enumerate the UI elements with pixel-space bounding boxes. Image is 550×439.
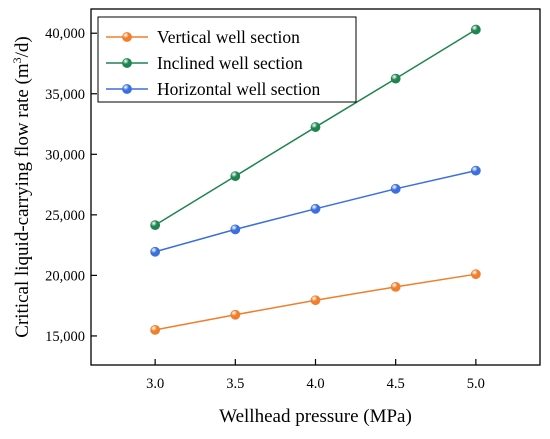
legend-entry: Vertical well section: [106, 27, 300, 47]
data-point: [310, 122, 321, 132]
plot-frame: [90, 8, 541, 366]
y-axis-ticks: 15,000 20,000 25,000 30,000 35,000 40,000: [45, 26, 97, 345]
y-tick-label: 35,000: [45, 87, 85, 103]
legend-marker: [122, 58, 132, 68]
x-axis-title: Wellhead pressure (MPa): [219, 406, 412, 427]
legend-label: Vertical well section: [157, 27, 300, 47]
data-point: [390, 73, 401, 84]
legend-box: [97, 16, 357, 103]
series-inclined-well-section: [150, 24, 481, 231]
legend-marker: [122, 32, 132, 42]
data-point: [390, 281, 401, 292]
data-point: [470, 165, 481, 176]
legend-label: Horizontal well section: [157, 79, 321, 99]
y-axis-title: Critical liquid-carrying flow rate (m3/d…: [10, 36, 33, 337]
series-layer: [150, 24, 481, 335]
data-point: [150, 246, 161, 257]
y-axis-title-main: Critical liquid-carrying flow rate (m: [12, 63, 33, 338]
data-point: [230, 171, 241, 182]
y-tick-label: 40,000: [45, 26, 85, 42]
y-tick-label: 15,000: [45, 329, 85, 345]
data-point: [310, 295, 321, 306]
data-point: [150, 220, 161, 231]
series-horizontal-well-section: [150, 165, 481, 257]
data-point: [150, 324, 161, 335]
x-tick-label: 3.0: [146, 376, 164, 392]
legend-marker: [122, 84, 132, 94]
x-axis-ticks: 3.0 3.5 4.0 4.5 5.0: [146, 359, 485, 392]
x-tick-label: 3.5: [226, 376, 244, 392]
data-point: [470, 24, 481, 35]
x-tick-label: 4.0: [306, 376, 324, 392]
legend: Vertical well section Inclined well secti…: [97, 16, 357, 103]
data-point: [470, 269, 481, 280]
data-point: [310, 203, 321, 214]
y-tick-label: 30,000: [45, 147, 85, 163]
legend-label: Inclined well section: [157, 53, 303, 73]
legend-entry: Horizontal well section: [106, 79, 321, 99]
data-point: [230, 224, 241, 235]
y-axis-title-sup: 3: [10, 57, 24, 63]
y-axis-title-tail: /d): [12, 36, 33, 57]
x-tick-label: 5.0: [467, 376, 485, 392]
legend-entry: Inclined well section: [106, 53, 303, 73]
x-tick-label: 4.5: [387, 376, 405, 392]
y-tick-label: 20,000: [45, 268, 85, 284]
data-point: [230, 309, 241, 320]
y-tick-label: 25,000: [45, 208, 85, 224]
data-point: [390, 183, 401, 194]
series-vertical-well-section: [150, 269, 481, 335]
